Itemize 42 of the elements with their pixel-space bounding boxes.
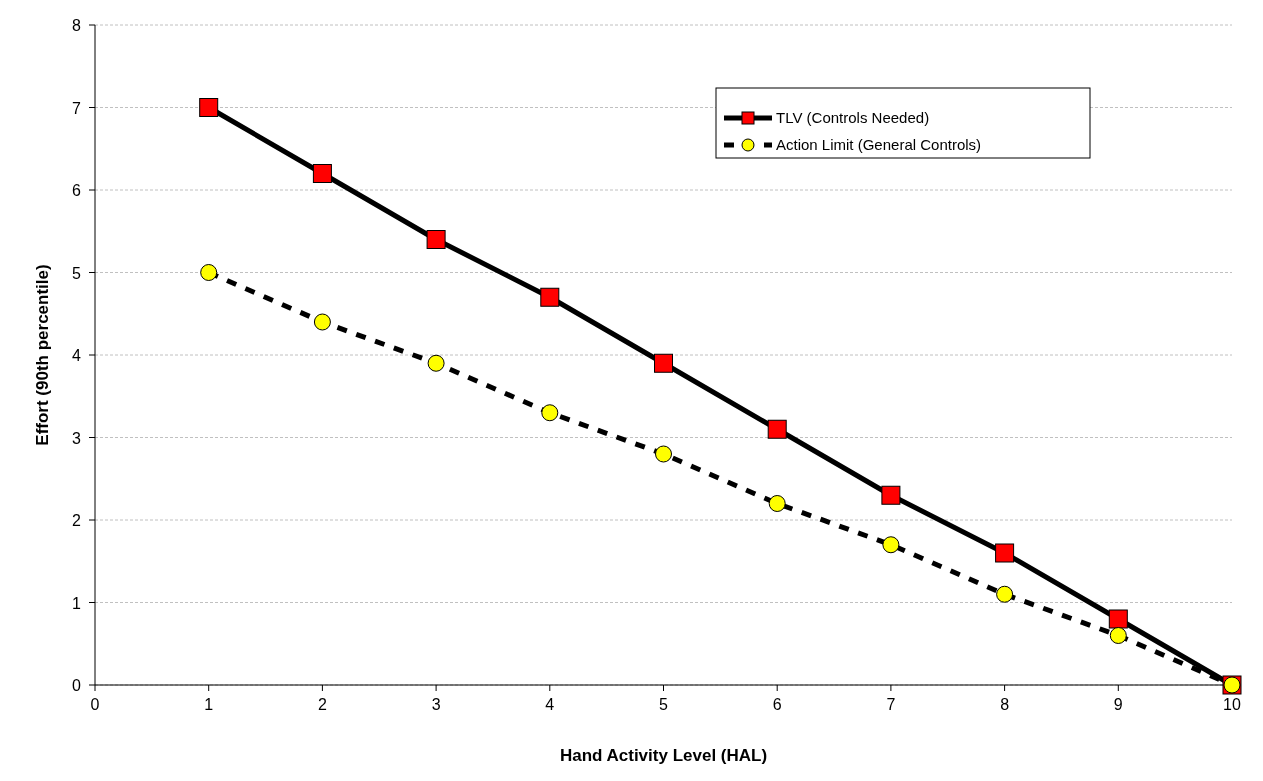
point (200, 264, 218, 281)
x-tick-label: 8 (1000, 696, 1010, 713)
x-tick-label: 7 (886, 696, 896, 713)
point (1109, 627, 1127, 644)
y-tick-label: 7 (72, 99, 82, 117)
point (655, 445, 672, 463)
point (541, 404, 559, 422)
x-tick-label: 4 (545, 696, 555, 713)
point (312, 164, 332, 183)
point (426, 230, 446, 249)
x-tick-label: 6 (772, 696, 782, 713)
y-tick-label: 0 (72, 677, 82, 694)
y-tick-label: 8 (72, 17, 82, 34)
point (540, 287, 560, 307)
y-tick-label: 1 (72, 594, 82, 612)
point (427, 354, 445, 372)
y-tick-label: 5 (72, 264, 82, 282)
x-tick-label: 2 (317, 696, 327, 713)
x-axis-title: Hand Activity Level (HAL) (559, 746, 768, 765)
point (882, 536, 900, 554)
point (1108, 609, 1128, 629)
point (313, 313, 331, 331)
x-tick-label: 0 (90, 696, 100, 713)
point (767, 419, 787, 439)
point (199, 98, 219, 117)
point (654, 353, 673, 373)
y-tick-label: 6 (72, 182, 82, 199)
y-tick-label: 3 (72, 429, 82, 447)
point (996, 585, 1014, 603)
legend-label: Action Limit (General Controls) (776, 136, 982, 153)
x-tick-label: 3 (431, 696, 441, 713)
point (995, 543, 1015, 563)
x-tick-label: 10 (1223, 696, 1241, 713)
y-tick-label: 2 (72, 512, 82, 529)
point (881, 485, 901, 505)
legend-label: TLV (Controls Needed) (776, 109, 930, 126)
x-tick-label: 1 (204, 696, 214, 713)
x-tick-label: 5 (659, 696, 669, 713)
y-axis-title: Effort (90th percentile) (33, 264, 52, 446)
x-tick-label: 9 (1113, 696, 1123, 713)
point (768, 495, 786, 512)
y-tick-label: 4 (72, 347, 82, 364)
